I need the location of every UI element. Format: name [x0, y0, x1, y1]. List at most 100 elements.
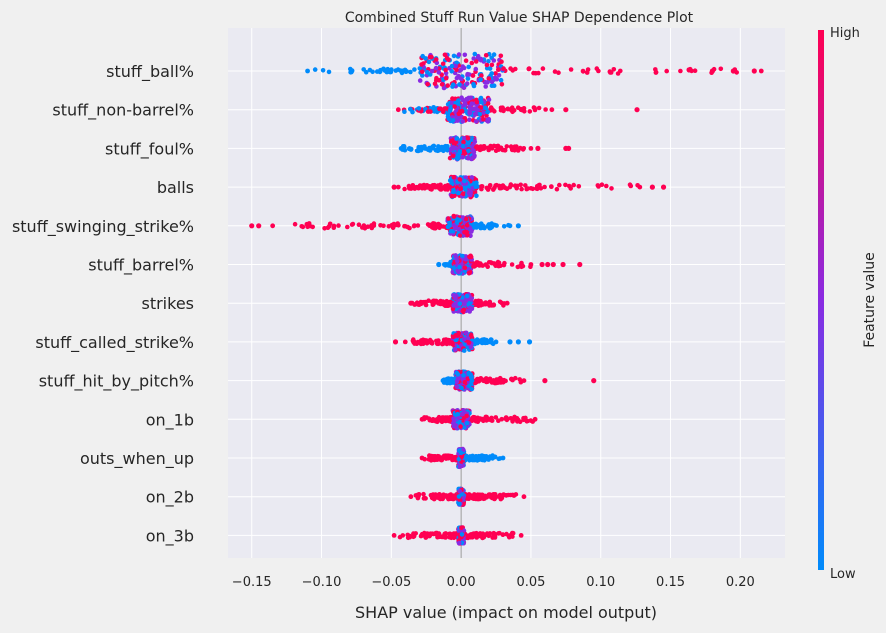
feature-label: stuff_ball%	[106, 62, 194, 82]
data-point	[489, 455, 494, 460]
data-point-outlier	[634, 107, 640, 113]
data-point	[498, 53, 504, 59]
data-point	[438, 298, 443, 304]
colorbar	[818, 30, 824, 570]
data-point	[415, 302, 421, 307]
data-point	[469, 175, 475, 180]
feature-row-outs_when_up	[419, 446, 506, 470]
data-point	[464, 330, 469, 336]
data-point	[517, 419, 523, 425]
data-point	[402, 186, 407, 192]
data-point	[451, 416, 456, 422]
data-point	[462, 52, 468, 58]
data-point-max	[532, 416, 538, 422]
data-point-outlier	[709, 68, 716, 74]
data-point	[471, 81, 476, 87]
data-point	[483, 105, 488, 110]
data-point	[692, 68, 698, 73]
data-point-min	[441, 262, 447, 267]
data-point	[484, 62, 490, 68]
data-point	[448, 494, 453, 500]
data-point	[536, 105, 542, 111]
feature-label: stuff_hit_by_pitch%	[39, 372, 194, 392]
data-point	[468, 254, 474, 260]
data-point	[473, 59, 479, 64]
data-point	[457, 177, 463, 182]
data-point-outlier	[751, 68, 757, 74]
data-point-min	[402, 339, 408, 345]
data-point-outlier	[535, 145, 541, 151]
data-point	[462, 102, 468, 107]
data-point	[466, 340, 472, 345]
data-point	[292, 221, 298, 227]
data-point-min	[408, 494, 414, 500]
data-point	[402, 67, 408, 73]
data-point	[445, 380, 450, 386]
data-point	[584, 70, 590, 75]
colorbar-low-label: Low	[830, 567, 856, 582]
data-point-outlier	[391, 184, 397, 190]
data-point	[489, 146, 495, 151]
data-point	[460, 253, 465, 259]
data-point	[445, 303, 451, 309]
data-point	[453, 63, 458, 69]
data-point	[455, 118, 461, 123]
data-point	[451, 223, 457, 228]
data-point	[378, 223, 383, 228]
data-point	[462, 230, 467, 235]
data-point	[494, 262, 500, 267]
feature-label: outs_when_up	[80, 449, 194, 469]
data-point	[490, 535, 496, 540]
data-point	[411, 534, 416, 540]
data-point-outlier	[550, 261, 556, 268]
data-point-outlier	[649, 184, 655, 190]
data-point	[457, 488, 463, 494]
data-point	[576, 184, 582, 189]
data-point	[462, 265, 468, 271]
data-point	[532, 105, 537, 111]
data-point	[446, 116, 452, 121]
data-point	[473, 454, 479, 459]
feature-label: on_3b	[146, 526, 194, 546]
data-point	[443, 75, 449, 81]
data-point	[511, 493, 517, 498]
data-point	[461, 85, 467, 90]
data-point	[452, 104, 457, 109]
data-point	[439, 534, 445, 539]
data-point	[460, 154, 465, 160]
data-point	[325, 225, 331, 230]
feature-row-on_2b	[408, 486, 527, 508]
data-point-max	[521, 378, 527, 383]
data-point	[542, 184, 547, 190]
data-point	[509, 376, 514, 382]
data-point	[478, 417, 483, 422]
x-tick-label: 0.15	[656, 575, 685, 590]
data-point	[459, 411, 465, 417]
data-point	[474, 99, 480, 105]
data-point-outlier	[660, 184, 667, 190]
data-point	[398, 68, 403, 73]
data-point	[483, 300, 489, 305]
data-point	[476, 298, 481, 304]
data-point	[466, 72, 472, 77]
data-point	[436, 70, 442, 75]
data-point	[449, 63, 455, 69]
data-point	[604, 183, 609, 189]
data-point	[519, 186, 524, 192]
data-point	[443, 67, 448, 73]
data-point	[499, 82, 505, 87]
data-point	[480, 457, 485, 463]
data-point	[436, 414, 442, 420]
data-point	[431, 144, 436, 150]
data-point	[481, 144, 487, 149]
data-point	[484, 113, 489, 118]
data-point	[470, 222, 476, 228]
data-point	[499, 377, 505, 383]
data-point	[456, 111, 462, 117]
data-point	[472, 51, 478, 57]
data-point	[481, 110, 487, 115]
data-point	[451, 535, 457, 541]
data-point	[419, 183, 424, 189]
